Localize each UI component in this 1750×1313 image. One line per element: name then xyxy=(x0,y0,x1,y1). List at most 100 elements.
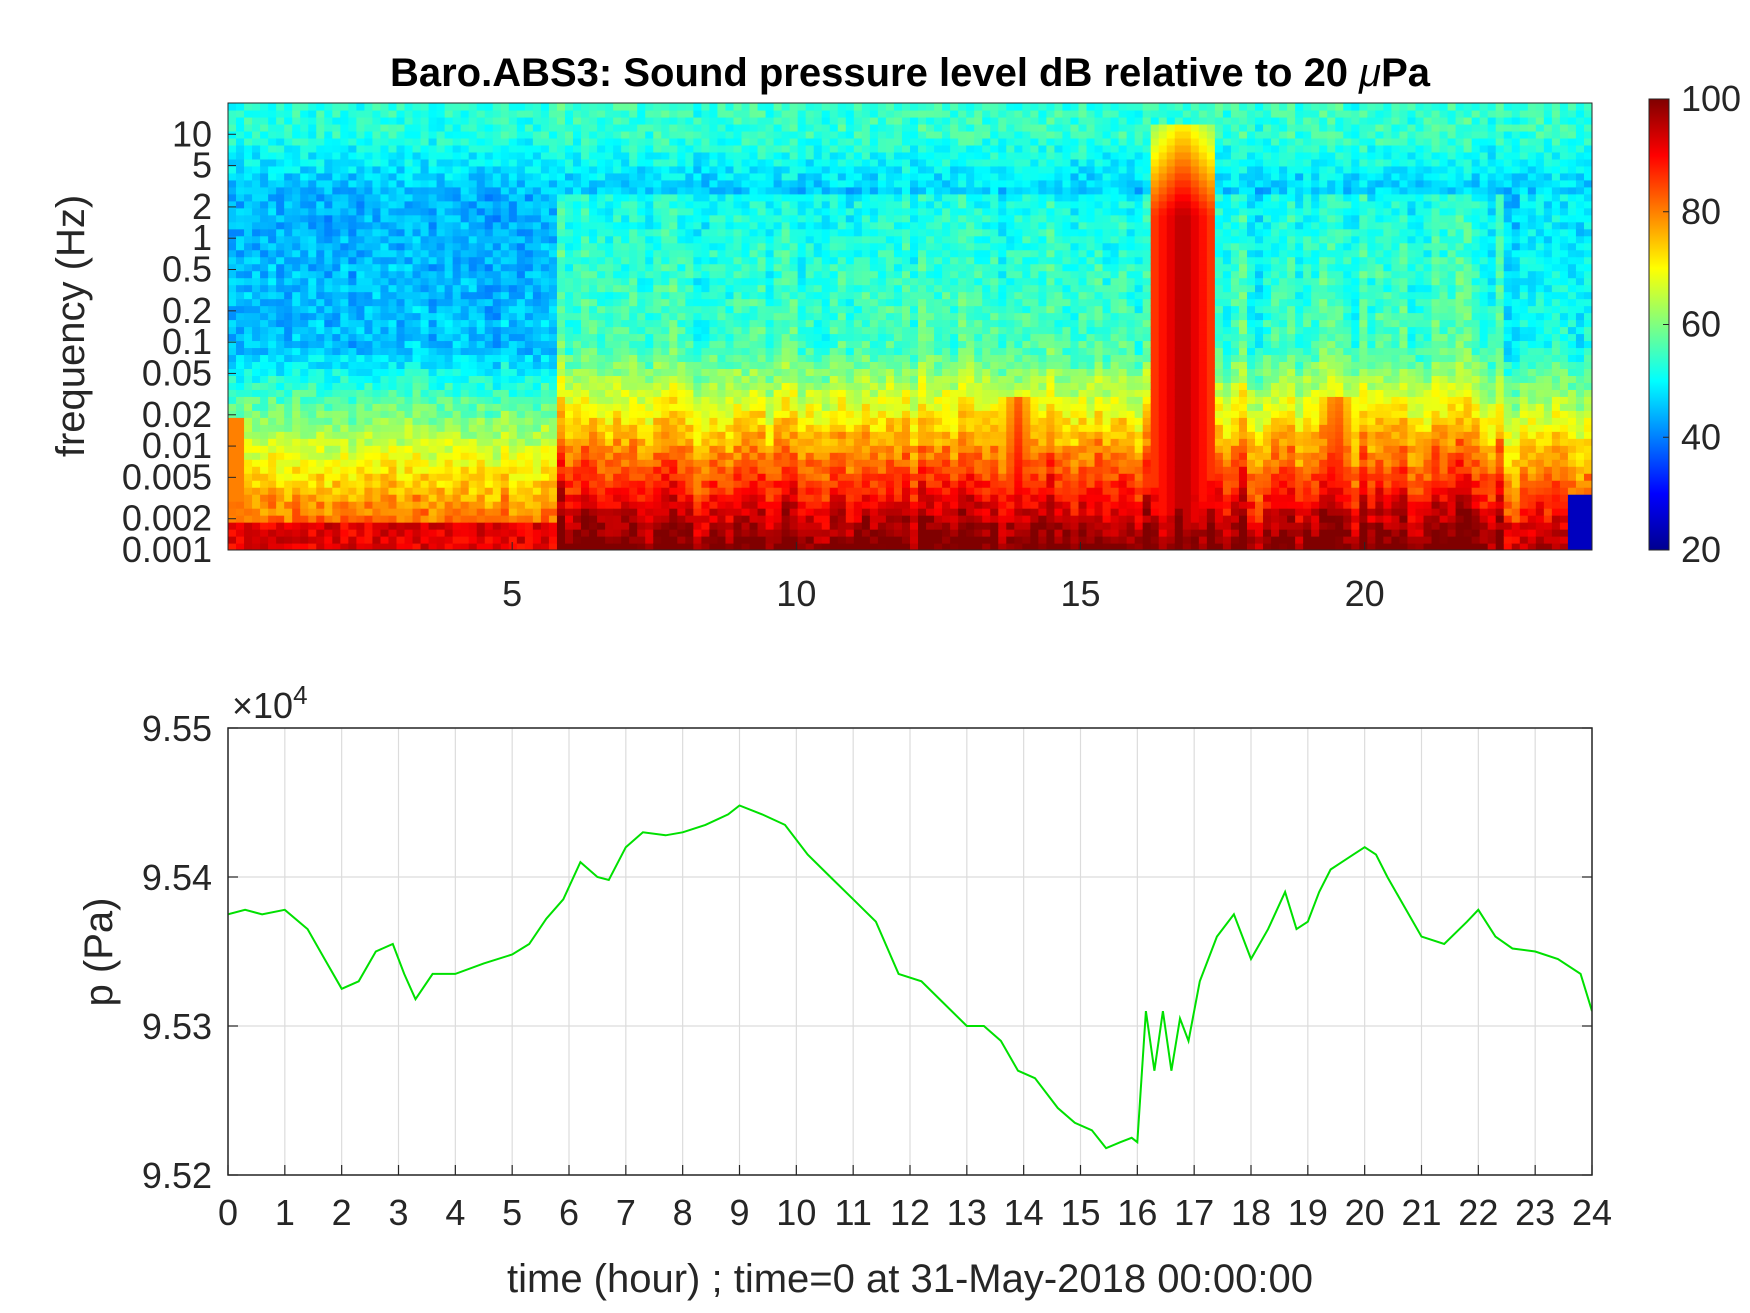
spectrogram-cell xyxy=(468,305,478,314)
spectrogram-cell xyxy=(669,214,678,223)
spectrogram-cell xyxy=(677,221,686,230)
spectrogram-cell xyxy=(268,319,277,328)
spectrogram-cell xyxy=(484,228,494,237)
spectrogram-cell xyxy=(581,515,590,523)
spectrogram-cell xyxy=(845,249,855,258)
spectrogram-cell xyxy=(452,103,462,111)
spectrogram-cell xyxy=(733,326,743,335)
spectrogram-cell xyxy=(661,256,670,265)
spectrogram-cell xyxy=(548,277,558,286)
spectrogram-cell xyxy=(717,459,727,467)
spectrogram-cell xyxy=(845,130,855,139)
spectrogram-cell xyxy=(629,480,638,488)
spectrogram-cell xyxy=(733,403,743,411)
spectrogram-cell xyxy=(428,347,438,356)
spectrogram-cell xyxy=(613,480,622,488)
spectrogram-cell xyxy=(244,480,253,488)
spectrogram-cell xyxy=(669,179,678,188)
spectrogram-cell xyxy=(452,473,462,481)
spectrogram-cell xyxy=(428,487,438,495)
spectrogram-cell xyxy=(821,298,831,307)
spectrogram-cell xyxy=(452,172,462,181)
spectrogram-cell xyxy=(284,228,293,237)
spectrogram-cell xyxy=(396,319,406,328)
spectrogram-cell xyxy=(669,522,678,530)
spectrogram-cell xyxy=(276,137,285,146)
spectrogram-cell xyxy=(709,172,719,181)
spectrogram-cell xyxy=(372,431,382,439)
spectrogram-cell xyxy=(428,480,438,488)
spectrogram-cell xyxy=(741,333,751,342)
spectrogram-cell xyxy=(276,109,285,118)
spectrogram-cell xyxy=(516,291,526,300)
spectrogram-cell xyxy=(709,459,719,467)
spectrogram-cell xyxy=(380,417,390,425)
spectrogram-cell xyxy=(316,123,325,132)
spectrogram-cell xyxy=(837,179,847,188)
spectrogram-cell xyxy=(268,305,277,314)
spectrogram-cell xyxy=(757,445,767,453)
spectrogram-cell xyxy=(733,340,743,349)
spectrogram-cell xyxy=(661,235,670,244)
spectrogram-cell xyxy=(725,158,735,167)
spectrogram-cell xyxy=(508,116,518,125)
spectrogram-cell xyxy=(605,340,614,349)
spectrogram-cell xyxy=(476,536,486,544)
spectrogram-cell xyxy=(284,501,293,509)
spectrogram-cell xyxy=(693,144,702,153)
spectrogram-cell xyxy=(677,459,686,467)
spectrogram-cell xyxy=(300,347,309,356)
spectrogram-cell xyxy=(773,452,783,460)
spectrogram-cell xyxy=(412,501,422,509)
spectrogram-cell xyxy=(412,480,422,488)
spectrogram-cell xyxy=(757,480,767,488)
spectrogram-cell xyxy=(340,354,349,363)
spectrogram-cell xyxy=(589,543,598,550)
spectrogram-cell xyxy=(348,116,357,125)
spectrogram-cell xyxy=(757,263,767,272)
spectrogram-cell xyxy=(300,529,309,537)
spectrogram-cell xyxy=(556,144,566,153)
spectrogram-cell xyxy=(396,494,406,502)
spectrogram-cell xyxy=(292,396,301,404)
spectrogram-cell xyxy=(396,116,406,125)
spectrogram-cell xyxy=(805,144,815,153)
spectrogram-cell xyxy=(564,459,574,467)
spectrogram-cell xyxy=(428,445,438,453)
spectrogram-cell xyxy=(340,375,349,383)
spectrogram-cell xyxy=(645,116,654,125)
spectrogram-cell xyxy=(701,144,711,153)
spectrogram-cell xyxy=(669,354,678,363)
spectrogram-cell xyxy=(452,368,462,376)
spectrogram-cell xyxy=(725,103,735,111)
spectrogram-cell xyxy=(380,193,390,202)
spectrogram-cell xyxy=(308,445,317,453)
spectrogram-cell xyxy=(500,466,510,474)
spectrogram-cell xyxy=(653,130,662,139)
spectrogram-cell xyxy=(356,144,365,153)
spectrogram-cell xyxy=(284,487,293,495)
spectrogram-cell xyxy=(228,298,237,307)
spectrogram-cell xyxy=(228,123,237,132)
spectrogram-cell xyxy=(797,207,807,216)
spectrogram-cell xyxy=(356,256,365,265)
spectrogram-cell xyxy=(789,543,799,550)
spectrogram-cell xyxy=(548,235,558,244)
spectrogram-cell xyxy=(621,214,630,223)
spectrogram-cell xyxy=(597,165,606,174)
spectrogram-cell xyxy=(476,256,486,265)
spectrogram-cell xyxy=(669,284,678,293)
spectrogram-cell xyxy=(468,452,478,460)
spectrogram-cell xyxy=(709,508,719,516)
spectrogram-cell xyxy=(476,501,486,509)
spectrogram-cell xyxy=(244,326,253,335)
spectrogram-cell xyxy=(605,473,614,481)
spectrogram-cell xyxy=(573,186,582,195)
spectrogram-cell xyxy=(813,494,823,502)
spectrogram-cell xyxy=(629,151,638,160)
spectrogram-cell xyxy=(388,221,398,230)
spectrogram-cell xyxy=(821,529,831,537)
spectrogram-cell xyxy=(781,200,791,209)
spectrogram-cell xyxy=(564,242,574,251)
spectrogram-cell xyxy=(556,263,566,272)
